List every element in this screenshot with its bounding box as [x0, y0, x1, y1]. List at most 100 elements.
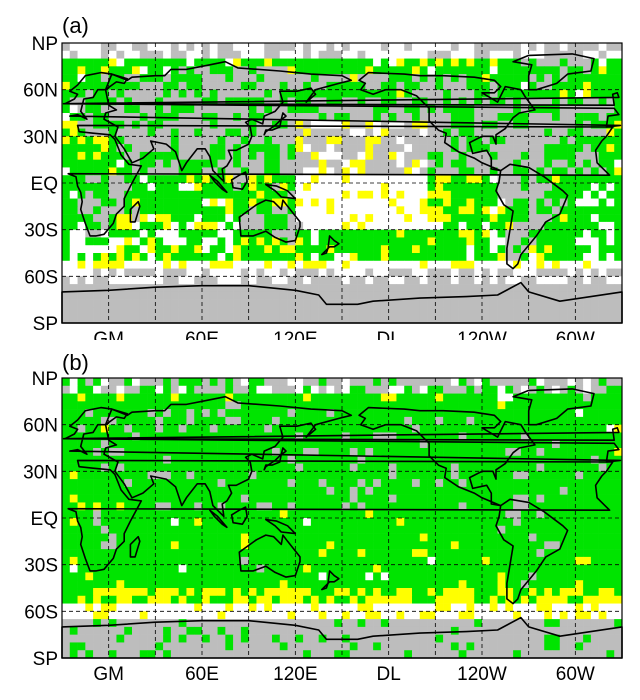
map-cell	[458, 588, 467, 597]
map-cell	[536, 144, 545, 153]
map-cell	[567, 619, 576, 628]
map-cell	[474, 549, 483, 558]
map-cell	[349, 479, 358, 488]
map-cell	[202, 518, 211, 527]
map-cell	[443, 167, 452, 176]
map-cell	[427, 619, 436, 628]
map-cell	[544, 229, 553, 238]
map-cell	[132, 463, 141, 472]
map-cell	[108, 128, 117, 137]
map-cell	[380, 198, 389, 207]
map-cell	[458, 144, 467, 153]
map-cell	[520, 432, 529, 441]
map-cell	[412, 66, 421, 75]
map-cell	[536, 525, 545, 534]
map-cell	[482, 268, 491, 277]
map-cell	[62, 541, 71, 550]
map-cell	[279, 284, 288, 293]
map-cell	[396, 626, 405, 635]
map-cell	[450, 128, 459, 137]
map-cell	[513, 120, 522, 129]
map-cell	[202, 253, 211, 262]
map-cell	[349, 214, 358, 223]
map-cell	[279, 74, 288, 83]
map-cell	[194, 564, 203, 573]
map-cell	[272, 128, 281, 137]
map-cell	[326, 486, 335, 495]
map-cell	[575, 214, 584, 223]
map-cell	[116, 299, 125, 308]
map-cell	[240, 167, 249, 176]
map-cell	[482, 611, 491, 620]
map-cell	[342, 167, 351, 176]
map-cell	[474, 128, 483, 137]
map-cell	[373, 113, 382, 122]
map-cell	[349, 159, 358, 168]
map-cell	[225, 229, 234, 238]
map-cell	[225, 113, 234, 122]
map-cell	[365, 510, 374, 519]
map-cell	[225, 588, 234, 597]
map-cell	[458, 190, 467, 199]
map-cell	[132, 393, 141, 402]
map-cell	[62, 81, 71, 90]
map-cell	[108, 315, 117, 324]
map-cell	[295, 603, 304, 612]
map-cell	[100, 603, 109, 612]
map-cell	[163, 440, 172, 449]
map-cell	[513, 463, 522, 472]
map-cell	[482, 549, 491, 558]
map-cell	[287, 260, 296, 269]
map-cell	[606, 549, 615, 558]
map-cell	[100, 151, 109, 160]
map-cell	[544, 378, 553, 387]
map-cell	[388, 198, 397, 207]
map-cell	[365, 533, 374, 542]
map-cell	[373, 432, 382, 441]
map-cell	[69, 50, 78, 59]
map-cell	[489, 556, 498, 565]
map-cell	[248, 580, 257, 589]
map-cell	[132, 440, 141, 449]
map-cell	[202, 580, 211, 589]
map-cell	[240, 572, 249, 581]
map-cell	[482, 276, 491, 285]
map-cell	[466, 214, 475, 223]
map-cell	[349, 136, 358, 145]
map-cell	[326, 66, 335, 75]
map-cell	[178, 206, 187, 215]
map-cell	[567, 190, 576, 199]
map-cell	[373, 603, 382, 612]
map-cell	[124, 128, 133, 137]
map-cell	[163, 525, 172, 534]
map-cell	[139, 626, 148, 635]
map-cell	[458, 401, 467, 410]
map-cell	[520, 81, 529, 90]
map-cell	[139, 572, 148, 581]
map-cell	[606, 183, 615, 192]
map-cell	[116, 105, 125, 114]
map-cell	[318, 206, 327, 215]
map-cell	[427, 611, 436, 620]
map-cell	[528, 448, 537, 457]
map-cell	[264, 167, 273, 176]
map-cell	[178, 580, 187, 589]
map-cell	[295, 533, 304, 542]
map-cell	[505, 167, 514, 176]
map-cell	[318, 518, 327, 527]
map-cell	[606, 510, 615, 519]
map-cell	[202, 214, 211, 223]
map-cell	[240, 603, 249, 612]
map-cell	[256, 315, 265, 324]
map-cell	[326, 510, 335, 519]
map-cell	[233, 378, 242, 387]
map-cell	[248, 385, 257, 394]
map-cell	[264, 144, 273, 153]
map-cell	[412, 556, 421, 565]
map-cell	[544, 284, 553, 293]
map-cell	[497, 299, 506, 308]
map-cell	[295, 409, 304, 418]
map-cell	[606, 378, 615, 387]
map-cell	[427, 81, 436, 90]
map-cell	[567, 385, 576, 394]
